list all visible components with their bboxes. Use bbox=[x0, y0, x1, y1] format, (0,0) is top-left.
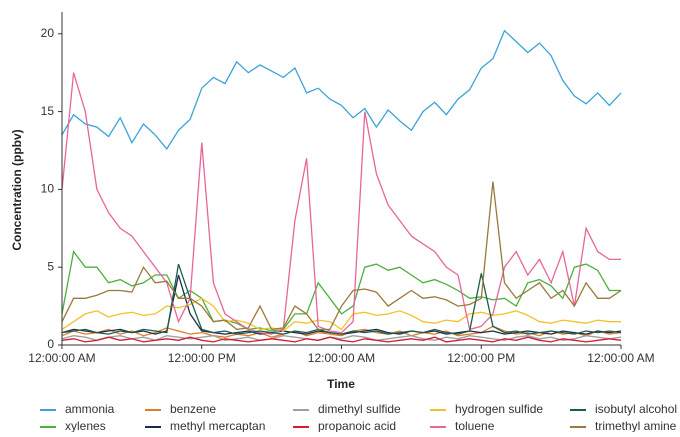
legend-label: isobutyl alcohol bbox=[595, 402, 677, 416]
series-line bbox=[61, 263, 622, 335]
series-line bbox=[61, 336, 622, 343]
legend-label: benzene bbox=[170, 402, 216, 416]
y-tick-label: 10 bbox=[41, 182, 55, 196]
legend-label: xylenes bbox=[65, 419, 106, 432]
x-tick-label: 12:00:00 AM bbox=[308, 351, 375, 365]
x-tick-label: 12:00:00 PM bbox=[168, 351, 236, 365]
legend-label: hydrogen sulfide bbox=[455, 402, 543, 416]
y-axis-label: Concentration (ppbv) bbox=[10, 129, 24, 250]
legend-label: propanoic acid bbox=[318, 419, 396, 432]
series-line bbox=[61, 29, 622, 151]
y-tick-label: 5 bbox=[47, 259, 54, 273]
x-tick-label: 12:00:00 AM bbox=[587, 351, 654, 365]
legend-label: methyl mercaptan bbox=[170, 419, 265, 432]
x-axis-label: Time bbox=[327, 377, 355, 391]
series-line bbox=[61, 250, 621, 332]
series-line bbox=[61, 325, 622, 338]
y-tick-label: 15 bbox=[41, 104, 55, 118]
legend-label: dimethyl sulfide bbox=[318, 402, 401, 416]
series-line bbox=[61, 181, 622, 331]
x-tick-label: 12:00:00 AM bbox=[28, 351, 95, 365]
y-tick-label: 0 bbox=[47, 337, 54, 351]
series-line bbox=[61, 72, 621, 335]
series-line bbox=[61, 297, 621, 332]
legend-label: ammonia bbox=[65, 402, 115, 416]
x-tick-label: 12:00:00 PM bbox=[447, 351, 515, 365]
y-tick-label: 20 bbox=[41, 26, 55, 40]
legend-label: toluene bbox=[455, 419, 495, 432]
legend-label: trimethyl amine bbox=[595, 419, 677, 432]
